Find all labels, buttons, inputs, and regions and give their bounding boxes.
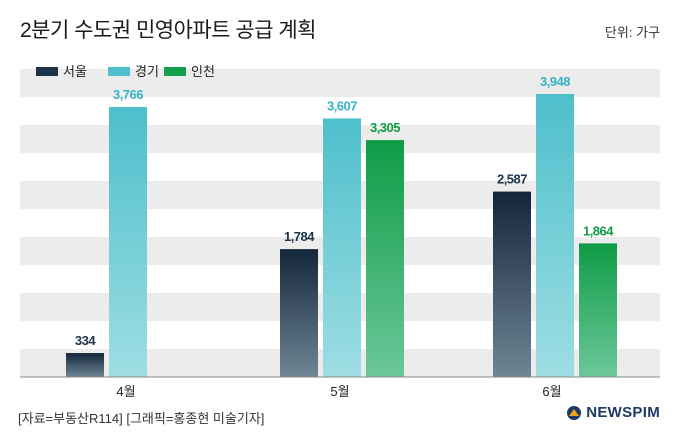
bars: [66, 94, 617, 378]
bar-gyeonggi-5: [323, 118, 361, 377]
bar-gyeonggi-6: [536, 94, 574, 377]
data-label-seoul-6: 2,587: [497, 172, 527, 187]
x-tick-label: 5월: [330, 384, 349, 399]
data-label-seoul-5: 1,784: [284, 229, 315, 244]
legend-label-seoul: 서울: [63, 64, 87, 79]
bar-seoul-4: [66, 353, 104, 377]
legend: 서울 경기 인천: [36, 64, 215, 79]
data-label-gyeonggi-6: 3,948: [540, 74, 570, 89]
legend-label-incheon: 인천: [191, 64, 215, 79]
x-tick-label: 6월: [542, 384, 561, 399]
bar-gyeonggi-4: [109, 107, 147, 378]
data-label-seoul-4: 334: [75, 333, 96, 348]
data-label-gyeonggi-4: 3,766: [113, 87, 143, 102]
bar-incheon-5: [366, 140, 404, 377]
bar-incheon-6: [579, 243, 617, 377]
bar-seoul-5: [280, 249, 318, 377]
data-label-incheon-6: 1,864: [583, 223, 614, 238]
legend-swatch-gyeonggi: [108, 67, 130, 76]
newspim-logo-text: NEWSPIM: [586, 404, 660, 421]
data-label-gyeonggi-5: 3,607: [327, 98, 357, 113]
legend-swatch-incheon: [164, 67, 186, 76]
source-note: [자료=부동산R114] [그래픽=홍종현 미술기자]: [18, 411, 265, 426]
legend-swatch-seoul: [36, 67, 58, 76]
data-label-incheon-5: 3,305: [370, 120, 400, 135]
bar-seoul-6: [493, 191, 531, 377]
legend-label-gyeonggi: 경기: [135, 64, 159, 79]
chart-title: 2분기 수도권 민영아파트 공급 계획: [20, 19, 317, 42]
x-tick-label: 4월: [116, 384, 135, 399]
newspim-logo: NEWSPIM: [566, 404, 660, 421]
x-tick-labels: 4월 5월 6월: [116, 384, 561, 399]
unit-label: 단위: 가구: [604, 25, 660, 40]
newspim-logo-icon: [567, 405, 582, 420]
data-labels: 334 3,766 1,784 3,607 3,305 2,587 3,948 1,864: [75, 74, 615, 348]
